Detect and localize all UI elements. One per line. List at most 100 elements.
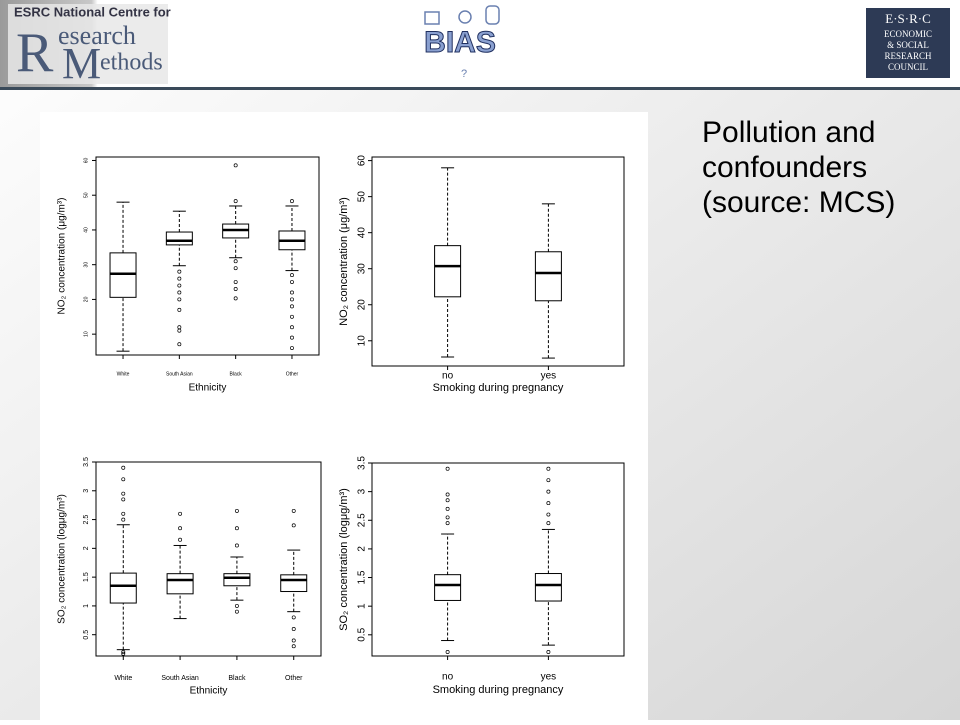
- outlier: [178, 526, 183, 531]
- plot-frame: [95, 461, 322, 657]
- outlier: [291, 508, 296, 513]
- outlier: [290, 346, 294, 351]
- outlier: [177, 283, 182, 288]
- bias-square: [424, 11, 440, 25]
- slide-title: Pollution and confounders (source: MCS): [702, 116, 895, 219]
- box: [109, 252, 137, 298]
- outlier: [546, 512, 551, 517]
- x-tick-label: White: [114, 675, 132, 682]
- ncrm-m: M: [62, 39, 101, 88]
- y-tick-label: 30: [83, 262, 89, 268]
- outlier: [445, 506, 450, 511]
- outlier: [233, 163, 238, 168]
- y-tick-label: 20: [83, 296, 89, 302]
- esrc-line: ECONOMIC: [884, 29, 932, 39]
- outlier: [290, 280, 294, 285]
- box: [223, 573, 251, 587]
- esrc-logo: [866, 8, 950, 78]
- y-tick-label: 0.5: [357, 627, 368, 641]
- outlier: [290, 273, 294, 278]
- y-tick-label: 1.5: [83, 572, 90, 582]
- x-tick-label: no: [442, 672, 454, 683]
- outlier: [121, 497, 126, 502]
- outlier: [290, 314, 294, 319]
- y-tick-label: 3: [357, 488, 368, 494]
- outlier: [291, 523, 296, 528]
- outlier: [445, 492, 450, 497]
- outlier: [178, 511, 183, 516]
- y-tick-label: 1: [83, 604, 90, 608]
- outlier: [177, 269, 182, 274]
- ncrm-ethods: ethods: [100, 50, 163, 76]
- outlier: [290, 199, 294, 204]
- outlier: [121, 517, 126, 522]
- bias-logo: [424, 5, 500, 25]
- outlier: [290, 325, 294, 330]
- outlier: [445, 521, 450, 526]
- outlier: [290, 297, 294, 302]
- outlier: [234, 603, 239, 608]
- y-tick-label: 2: [357, 546, 368, 552]
- x-tick-label: Black: [228, 675, 246, 682]
- outlier: [445, 498, 450, 503]
- y-axis-title: NO₂ concentration (μg/m³): [338, 197, 350, 326]
- y-tick-label: 1.5: [357, 570, 368, 584]
- outlier: [445, 515, 450, 520]
- plot-frame: [371, 462, 625, 657]
- box: [534, 251, 562, 302]
- box: [165, 231, 193, 246]
- x-tick-label: South Asian: [166, 371, 193, 377]
- x-tick-label: yes: [541, 371, 557, 382]
- figure-panel: [40, 112, 648, 720]
- y-tick-label: 40: [83, 227, 89, 233]
- bias-name: BIAS: [424, 26, 496, 59]
- bias-mark: ?: [461, 68, 467, 80]
- y-tick-label: 1: [357, 603, 368, 609]
- plot-frame: [95, 156, 320, 356]
- plot-frame: [371, 156, 625, 367]
- y-tick-label: 2.5: [357, 513, 368, 527]
- outlier: [546, 489, 551, 494]
- esrc-line: RESEARCH: [884, 51, 932, 61]
- outlier: [177, 290, 182, 295]
- x-tick-label: Other: [285, 675, 303, 682]
- y-tick-label: 20: [357, 299, 368, 311]
- outlier: [177, 307, 182, 312]
- header-rule: [0, 87, 960, 90]
- box: [109, 572, 137, 604]
- outlier: [121, 465, 126, 470]
- outlier: [290, 335, 294, 340]
- outlier: [233, 296, 238, 301]
- y-tick-label: 2.5: [83, 515, 90, 525]
- esrc-line: & SOCIAL: [887, 40, 929, 50]
- outlier: [121, 651, 126, 656]
- y-tick-label: 3: [83, 489, 90, 493]
- outlier: [233, 280, 238, 285]
- box: [280, 574, 308, 593]
- outlier: [234, 508, 239, 513]
- esrc-line: COUNCIL: [888, 62, 928, 72]
- y-axis-title: SO₂ concentration (logμg/m³): [57, 494, 68, 624]
- outlier: [234, 609, 239, 614]
- outlier: [178, 537, 183, 542]
- y-axis-title: SO₂ concentration (logμg/m³): [338, 488, 350, 631]
- outlier: [177, 342, 182, 347]
- x-axis-title: Smoking during pregnancy: [433, 382, 564, 394]
- outlier: [445, 466, 450, 471]
- x-tick-label: White: [117, 371, 130, 377]
- outlier: [445, 650, 450, 654]
- outlier: [234, 526, 239, 531]
- outlier: [546, 501, 551, 506]
- x-axis-title: Ethnicity: [190, 686, 228, 697]
- outlier: [546, 650, 551, 654]
- y-tick-label: 30: [357, 263, 368, 275]
- outlier: [291, 615, 296, 620]
- outlier: [546, 466, 551, 471]
- y-tick-label: 10: [83, 331, 89, 337]
- y-tick-label: 3.5: [357, 456, 368, 470]
- x-tick-label: yes: [541, 672, 557, 683]
- ncrm-panel: [8, 4, 168, 84]
- y-tick-label: 0.5: [83, 630, 90, 640]
